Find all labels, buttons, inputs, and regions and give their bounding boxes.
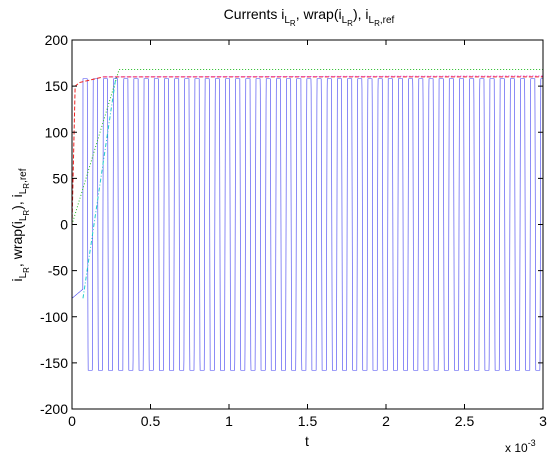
series-red-line bbox=[72, 76, 543, 225]
y-tick-label: 100 bbox=[45, 124, 69, 140]
y-tick-label: 150 bbox=[45, 78, 69, 94]
x-tick-label: 0 bbox=[68, 413, 76, 429]
y-tick-label: -100 bbox=[40, 309, 68, 325]
series-magenta-line bbox=[103, 75, 543, 78]
ticks-layer: 0 0.5 1 1.5 2 2.5 3 -200 -150 -100 -50 0 50 100 150 200 bbox=[40, 32, 547, 429]
y-tick-label: 200 bbox=[45, 32, 69, 48]
chart-title: Currents iLR, wrap(iLR), iLR,ref bbox=[224, 6, 395, 28]
x-tick-label: 2 bbox=[382, 413, 390, 429]
x-axis-exponent: x 10-3 bbox=[505, 438, 536, 455]
y-axis-label: iLR, wrap(iLR), iLR,ref bbox=[9, 168, 31, 281]
y-tick-label: 0 bbox=[60, 217, 68, 233]
y-tick-label: 50 bbox=[52, 170, 68, 186]
series-blue-line bbox=[72, 78, 543, 371]
x-tick-label: 1 bbox=[225, 413, 233, 429]
x-tick-label: 2.5 bbox=[455, 413, 475, 429]
x-tick-label: 0.5 bbox=[141, 413, 161, 429]
plot-area-frame bbox=[71, 39, 544, 410]
y-tick-label: -50 bbox=[48, 263, 68, 279]
series-cyan-line bbox=[82, 76, 117, 299]
x-tick-label: 1.5 bbox=[298, 413, 318, 429]
x-axis-label: t bbox=[305, 433, 309, 449]
y-tick-label: -200 bbox=[40, 401, 68, 417]
x-tick-label: 3 bbox=[539, 413, 547, 429]
series-green-line bbox=[72, 69, 543, 225]
series-layer bbox=[72, 69, 543, 371]
y-tick-label: -150 bbox=[40, 355, 68, 371]
